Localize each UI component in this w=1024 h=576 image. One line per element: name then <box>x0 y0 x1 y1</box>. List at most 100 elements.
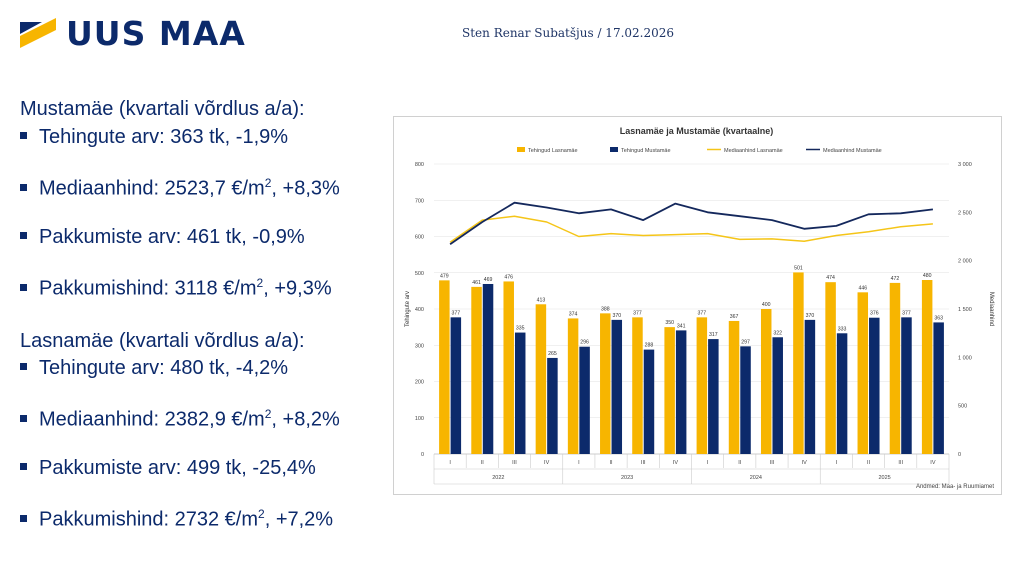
bar-lasnamae <box>793 272 804 454</box>
legend-swatch <box>517 147 525 152</box>
bullet-square-icon <box>20 463 27 471</box>
y2-tick-label: 1 000 <box>958 355 972 361</box>
stat-suffix: , +7,2% <box>264 508 334 531</box>
bar-value-label: 377 <box>452 310 461 316</box>
bar-value-label: 370 <box>612 313 621 319</box>
stat-suffix: , +9,3% <box>263 277 332 300</box>
bar-mustamae <box>836 333 848 454</box>
y-tick-label: 500 <box>415 271 424 277</box>
x-tick-label: III <box>898 460 903 466</box>
x-year-label: 2024 <box>750 475 762 481</box>
bar-value-label: 341 <box>677 323 686 329</box>
stat-superscript: 2 <box>258 507 265 521</box>
y-tick-label: 700 <box>415 198 424 204</box>
y2-tick-label: 0 <box>958 452 961 458</box>
uus-maa-logo[interactable]: UUS MAA <box>20 14 260 54</box>
y-axis-label: Tehingute arv <box>405 291 411 327</box>
x-tick-label: I <box>449 460 451 466</box>
y-tick-label: 200 <box>415 380 424 386</box>
bar-value-label: 469 <box>484 277 493 283</box>
stat-bullet: Mediaanhind: 2382,9 €/m2, +8,2% <box>20 407 340 432</box>
section-heading: Mustamäe (kvartali võrdlus a/a): <box>20 98 305 120</box>
x-tick-label: IV <box>802 460 808 466</box>
bar-lasnamae <box>760 309 772 454</box>
x-tick-label: II <box>738 460 742 466</box>
bar-value-label: 322 <box>773 330 782 336</box>
y2-tick-label: 1 500 <box>958 307 972 313</box>
x-tick-label: IV <box>930 460 936 466</box>
bullet-square-icon <box>20 414 27 422</box>
bar-mustamae <box>547 357 558 454</box>
bar-lasnamae <box>889 282 901 454</box>
x-tick-label: IV <box>673 460 679 466</box>
line-median-mustamae <box>449 201 934 245</box>
stat-text: Mediaanhind: 2382,9 €/m <box>39 408 265 431</box>
stat-superscript: 2 <box>256 276 264 290</box>
bar-value-label: 374 <box>569 311 578 317</box>
bullet-square-icon <box>20 183 27 191</box>
bar-lasnamae <box>600 313 611 454</box>
y-tick-label: 300 <box>415 343 424 349</box>
bar-value-label: 350 <box>665 320 674 326</box>
bar-mustamae <box>643 349 655 454</box>
bullet-square-icon <box>20 363 27 371</box>
bar-lasnamae <box>535 304 547 454</box>
stat-text: Pakkumishind: 3118 €/m <box>39 277 257 300</box>
x-tick-label: I <box>836 460 838 466</box>
bullet-square-icon <box>20 232 27 240</box>
y-tick-label: 600 <box>415 235 424 241</box>
stat-text: Pakkumishind: 2732 €/m <box>39 508 259 531</box>
stat-text: Pakkumiste arv: 499 tk, -25,4% <box>39 457 316 479</box>
bar-lasnamae <box>471 286 482 454</box>
bar-value-label: 296 <box>580 340 589 346</box>
bar-lasnamae <box>567 318 579 454</box>
logo-mark-icon <box>20 18 56 48</box>
bar-mustamae <box>933 322 944 454</box>
bar-mustamae <box>740 346 751 454</box>
bar-value-label: 265 <box>548 351 557 357</box>
bar-lasnamae <box>825 282 836 454</box>
x-tick-label: I <box>578 460 580 466</box>
bar-value-label: 288 <box>645 343 654 349</box>
stat-suffix: , +8,2% <box>271 408 340 431</box>
combo-chart: Lasnamäe ja Mustamäe (kvartaalne) Tehingu… <box>405 126 994 490</box>
bar-lasnamae <box>439 280 450 454</box>
bar-lasnamae <box>728 320 740 454</box>
bar-value-label: 377 <box>902 310 911 316</box>
bar-mustamae <box>869 317 880 454</box>
bar-value-label: 363 <box>934 315 943 321</box>
x-year-label: 2023 <box>621 475 633 481</box>
stat-superscript: 2 <box>264 407 272 421</box>
bar-mustamae <box>901 317 912 454</box>
x-tick-label: II <box>481 460 485 466</box>
x-tick-label: II <box>867 460 871 466</box>
logo-text: UUS MAA <box>66 14 246 53</box>
bar-value-label: 480 <box>923 273 932 279</box>
bar-mustamae <box>579 346 590 454</box>
bar-mustamae <box>482 283 494 454</box>
y2-tick-label: 2 500 <box>958 210 972 216</box>
y-tick-label: 100 <box>415 416 424 422</box>
bar-lasnamae <box>503 281 514 454</box>
bar-lasnamae <box>664 327 675 454</box>
x-year-label: 2022 <box>492 475 504 481</box>
bar-mustamae <box>708 339 719 454</box>
bar-mustamae <box>804 319 816 454</box>
bar-value-label: 367 <box>730 314 739 320</box>
bar-value-label: 476 <box>504 274 513 280</box>
legend-swatch <box>610 147 618 152</box>
bar-value-label: 400 <box>762 302 771 308</box>
stat-bullet: Pakkumishind: 3118 €/m2, +9,3% <box>20 276 332 301</box>
x-tick-label: III <box>770 460 775 466</box>
bar-value-label: 472 <box>891 276 900 282</box>
y2-tick-label: 2 000 <box>958 259 972 265</box>
chart-panel: Lasnamäe ja Mustamäe (kvartaalne) Tehingu… <box>393 116 1002 495</box>
bar-mustamae <box>772 337 783 454</box>
bar-value-label: 388 <box>601 306 610 312</box>
bar-mustamae <box>611 319 623 454</box>
stat-text: Tehingute arv: 363 tk, -1,9% <box>39 126 289 148</box>
stat-bullet: Pakkumishind: 2732 €/m2, +7,2% <box>20 507 333 532</box>
bullet-square-icon <box>20 514 27 522</box>
stat-superscript: 2 <box>264 176 272 190</box>
bar-value-label: 479 <box>440 273 449 279</box>
